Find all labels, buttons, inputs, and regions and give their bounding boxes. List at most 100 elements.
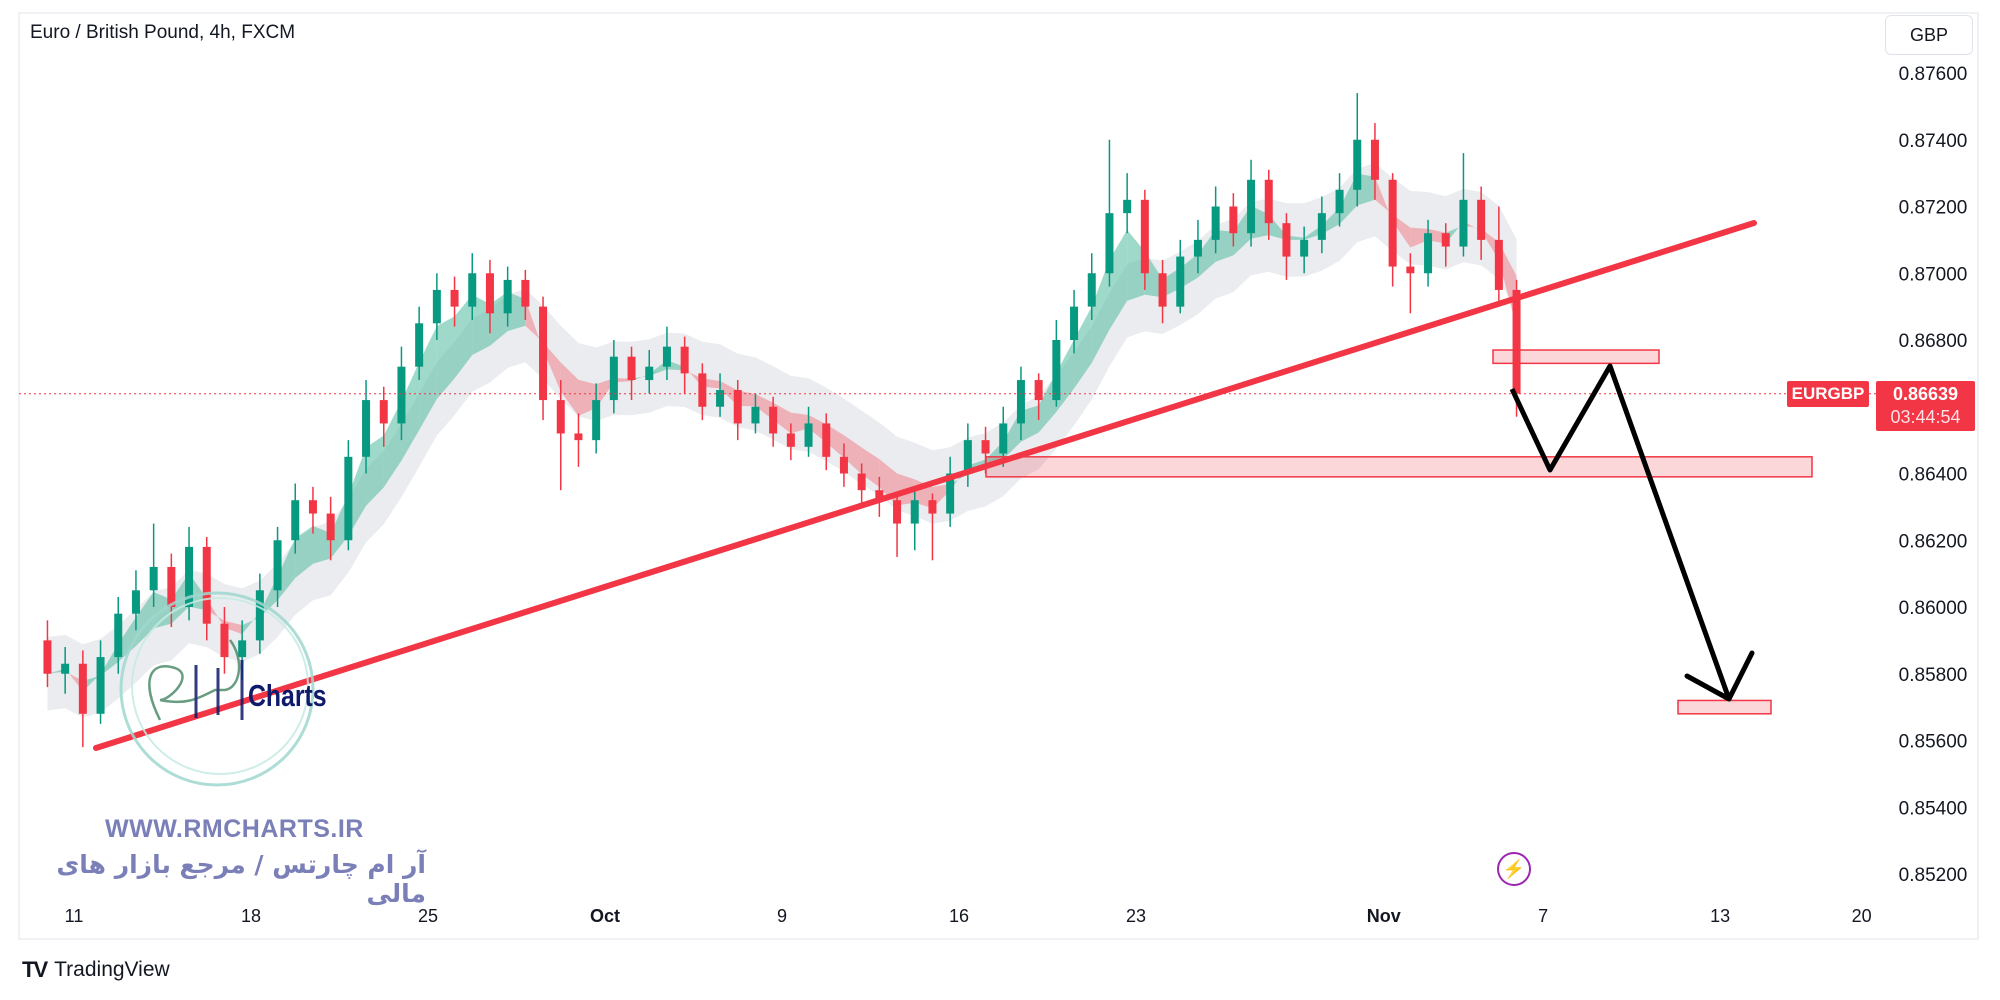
time-axis[interactable]: 11 18 25 Oct 9 16 23 Nov 7 13 20: [65, 906, 1872, 926]
candle-body: [308, 500, 317, 514]
candle-body: [1424, 233, 1433, 274]
candle: [804, 406, 813, 457]
candle: [326, 496, 335, 561]
candle-body: [1477, 199, 1486, 240]
candle-body: [1300, 239, 1309, 257]
candle-body: [716, 390, 725, 407]
candle: [733, 380, 742, 441]
candle-body: [804, 423, 813, 447]
candle: [96, 640, 105, 724]
ribbon-segment: [720, 380, 738, 406]
projection-path[interactable]: [1509, 363, 1732, 700]
candle: [61, 647, 70, 694]
currency-button[interactable]: GBP: [1885, 15, 1973, 55]
candle-body: [1459, 199, 1468, 247]
candle: [291, 483, 300, 554]
ribbon-segment: [472, 294, 490, 356]
candle-body: [609, 356, 618, 401]
candle: [662, 326, 671, 381]
ribbon-segment: [773, 402, 791, 434]
candle-body: [1034, 380, 1043, 401]
candle: [1282, 213, 1291, 280]
candle-body: [344, 456, 353, 541]
candle-body: [1087, 273, 1096, 307]
candle: [1176, 239, 1185, 314]
ribbon-segment: [808, 414, 827, 443]
candle-body: [362, 400, 371, 457]
ribbon-segment: [649, 360, 667, 376]
ribbon-segment: [436, 316, 455, 399]
price-tick-label: 0.86800: [1899, 331, 1968, 352]
candle: [1123, 173, 1132, 234]
candle: [592, 383, 601, 454]
candle: [769, 396, 778, 447]
candle: [220, 607, 229, 674]
ribbon-segment: [1091, 259, 1110, 363]
candle: [1477, 186, 1486, 260]
ribbon-segment: [1233, 205, 1252, 256]
price-axis[interactable]: 0.87600 0.87400 0.87200 0.87000 0.86800 0.864…: [1899, 64, 1968, 886]
candle-body: [149, 566, 158, 591]
candle: [751, 393, 760, 434]
watermark-persian: آر ام چارتس / مرجع بازار های مالی: [56, 850, 426, 908]
ribbon-segment: [100, 643, 119, 676]
candle: [698, 363, 707, 421]
lightning-icon[interactable]: ⚡: [1497, 852, 1531, 886]
candle-body: [273, 540, 282, 591]
candle-body: [1105, 213, 1114, 274]
ribbon-segment: [950, 465, 968, 491]
candle-body: [43, 640, 52, 674]
candle-body: [627, 356, 636, 381]
candle: [1016, 366, 1025, 441]
candle-body: [910, 500, 919, 524]
candle-body: [893, 500, 902, 524]
time-tick-label: 7: [1538, 906, 1548, 926]
candle: [521, 269, 530, 320]
candle: [1317, 196, 1326, 254]
ribbon-segment: [1392, 214, 1411, 248]
ribbon-segment: [932, 483, 951, 509]
candle-body: [61, 663, 70, 674]
trendline[interactable]: [93, 220, 1757, 751]
candle-body: [1264, 179, 1273, 224]
candle: [539, 296, 548, 421]
candle: [556, 380, 565, 491]
ribbon-segment: [1428, 228, 1446, 244]
price-tick-label: 0.86400: [1899, 465, 1968, 486]
candle: [1070, 289, 1079, 354]
candle: [1087, 253, 1096, 320]
ribbon-segment: [1374, 176, 1393, 222]
candle-body: [1070, 306, 1079, 340]
price-tick-label: 0.87600: [1899, 64, 1968, 85]
candle: [485, 259, 494, 334]
symbol-label: EURGBP: [1787, 381, 1869, 407]
time-tick-label: 9: [777, 906, 787, 926]
tradingview-branding[interactable]: TV TradingView: [22, 957, 170, 983]
candle: [609, 340, 618, 414]
candle-body: [1441, 233, 1450, 247]
ribbon-segment: [1481, 228, 1499, 261]
ribbon-segment: [1180, 253, 1198, 289]
time-tick-label: 13: [1710, 906, 1730, 926]
candle: [450, 276, 459, 327]
ribbon-segment: [1162, 267, 1181, 298]
ribbon-band-area: [47, 162, 1517, 718]
candle: [946, 456, 955, 527]
ribbon-segment: [631, 373, 650, 382]
ribbon-segment: [1304, 225, 1322, 240]
candle-body: [450, 289, 459, 307]
target-zone: [1677, 699, 1772, 715]
ribbon-segment: [47, 668, 66, 674]
candle-body: [485, 273, 494, 314]
candle: [928, 493, 937, 561]
price-tick-label: 0.87400: [1899, 131, 1968, 152]
candle: [1441, 223, 1450, 267]
candle-body: [786, 433, 795, 447]
ribbon-segment: [1286, 235, 1305, 240]
ribbon-segment: [1445, 221, 1464, 244]
candle: [1459, 153, 1468, 257]
candle: [1140, 189, 1149, 290]
candle-body: [1406, 266, 1415, 274]
candle-body: [291, 500, 300, 541]
